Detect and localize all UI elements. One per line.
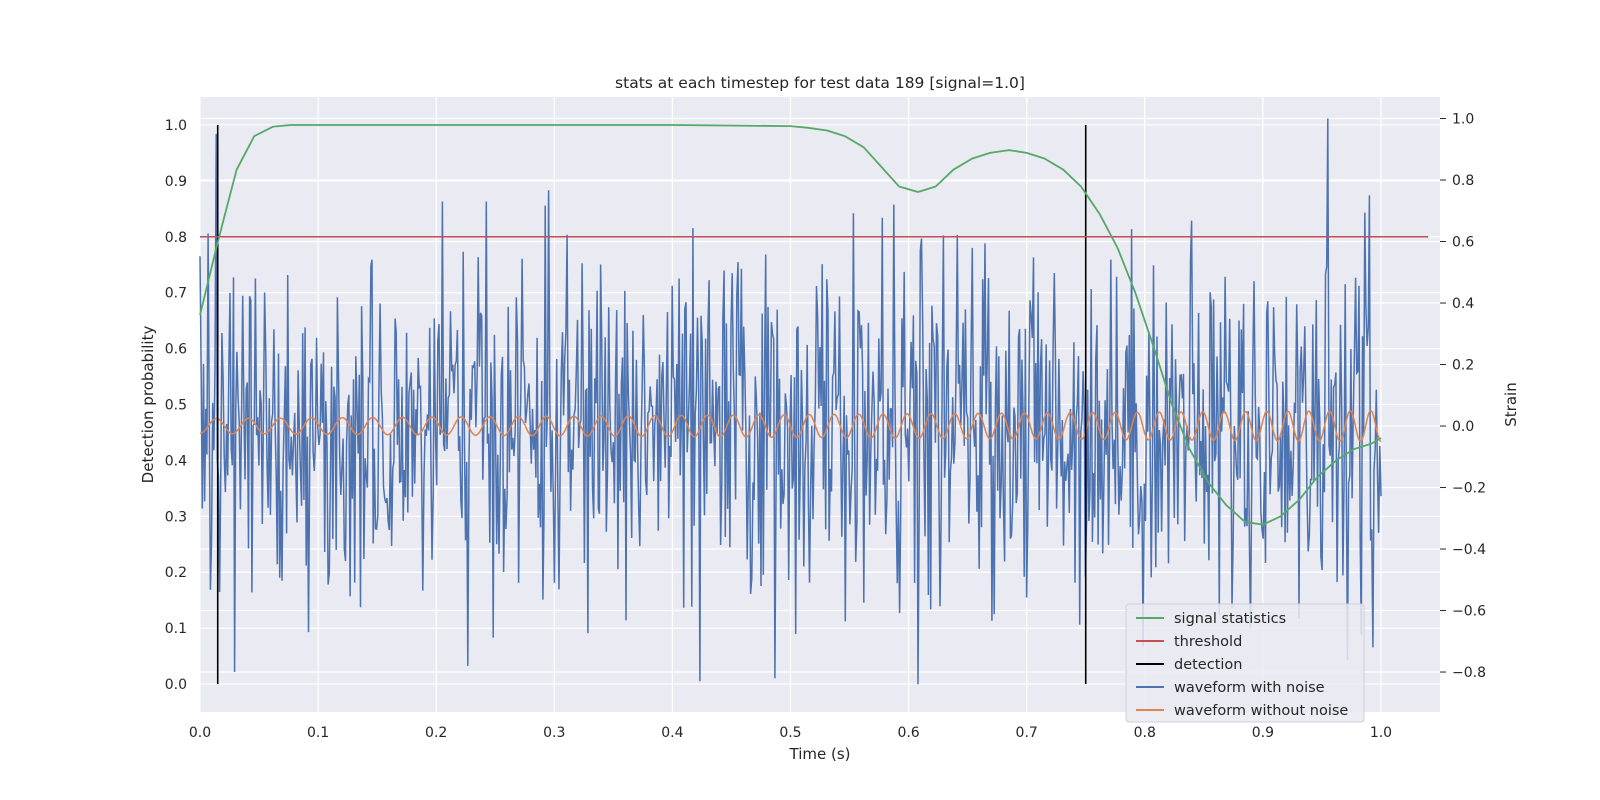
y-tick-label: 0.3 [165,509,187,525]
x-tick-label: 1.0 [1370,725,1392,741]
x-axis-label: Time (s) [789,745,851,763]
legend-label: waveform without noise [1174,703,1348,719]
series-layer [199,118,1429,685]
x-tick-label: 0.5 [779,725,801,741]
x-tick-label: 0.0 [189,725,211,741]
y2-axis-label: Strain [1502,382,1520,426]
legend-label: signal statistics [1174,611,1286,627]
y-tick-label: 0.1 [165,621,187,637]
series-line-waveform-without-noise [199,409,1382,443]
y-tick-label: 0.9 [165,174,187,190]
chart-title: stats at each timestep for test data 189… [615,74,1025,92]
x-tick-label: 0.2 [425,725,447,741]
x-tick-label: 0.9 [1252,725,1274,741]
x-tick-label: 0.3 [543,725,565,741]
ticks: 0.0 0.1 0.2 0.3 0.4 0.5 0.6 0.7 0.8 0.9 1.0 0.0 0.1 0… [165,112,1486,741]
y2-tick-label: 1.0 [1452,112,1474,128]
y2-tick-label: −0.8 [1452,665,1486,681]
y2-tick-label: 0.2 [1452,358,1474,374]
legend-label: waveform with noise [1174,680,1325,696]
x-tick-label: 0.1 [307,725,329,741]
series-line-signal-statistics [199,124,1382,526]
y-tick-label: 0.8 [165,230,187,246]
y-tick-label: 0.2 [165,565,187,581]
y2-tick-label: −0.4 [1452,542,1486,558]
legend: signal statistics threshold detection wavef… [1125,603,1365,723]
y-tick-label: 1.0 [165,118,187,134]
y-tick-label: 0.5 [165,398,187,414]
y-axis-label: Detection probability [139,326,157,484]
series-line-waveform-with-noise [199,118,1382,685]
x-tick-label: 0.8 [1134,725,1156,741]
legend-label: detection [1174,657,1242,673]
x-tick-label: 0.6 [897,725,919,741]
y2-tick-label: 0.4 [1452,296,1474,312]
y-tick-label: 0.0 [165,677,187,693]
y-tick-label: 0.4 [165,453,187,469]
y2-tick-label: 0.8 [1452,173,1474,189]
legend-box [1125,603,1365,723]
y2-tick-label: −0.2 [1452,481,1486,497]
x-tick-label: 0.7 [1016,725,1038,741]
y2-tick-label: 0.6 [1452,235,1474,251]
y2-tick-label: −0.6 [1452,604,1486,620]
y-tick-label: 0.6 [165,342,187,358]
x-tick-label: 0.4 [661,725,683,741]
legend-label: threshold [1174,634,1242,650]
y-tick-label: 0.7 [165,286,187,302]
y2-tick-label: 0.0 [1452,419,1474,435]
